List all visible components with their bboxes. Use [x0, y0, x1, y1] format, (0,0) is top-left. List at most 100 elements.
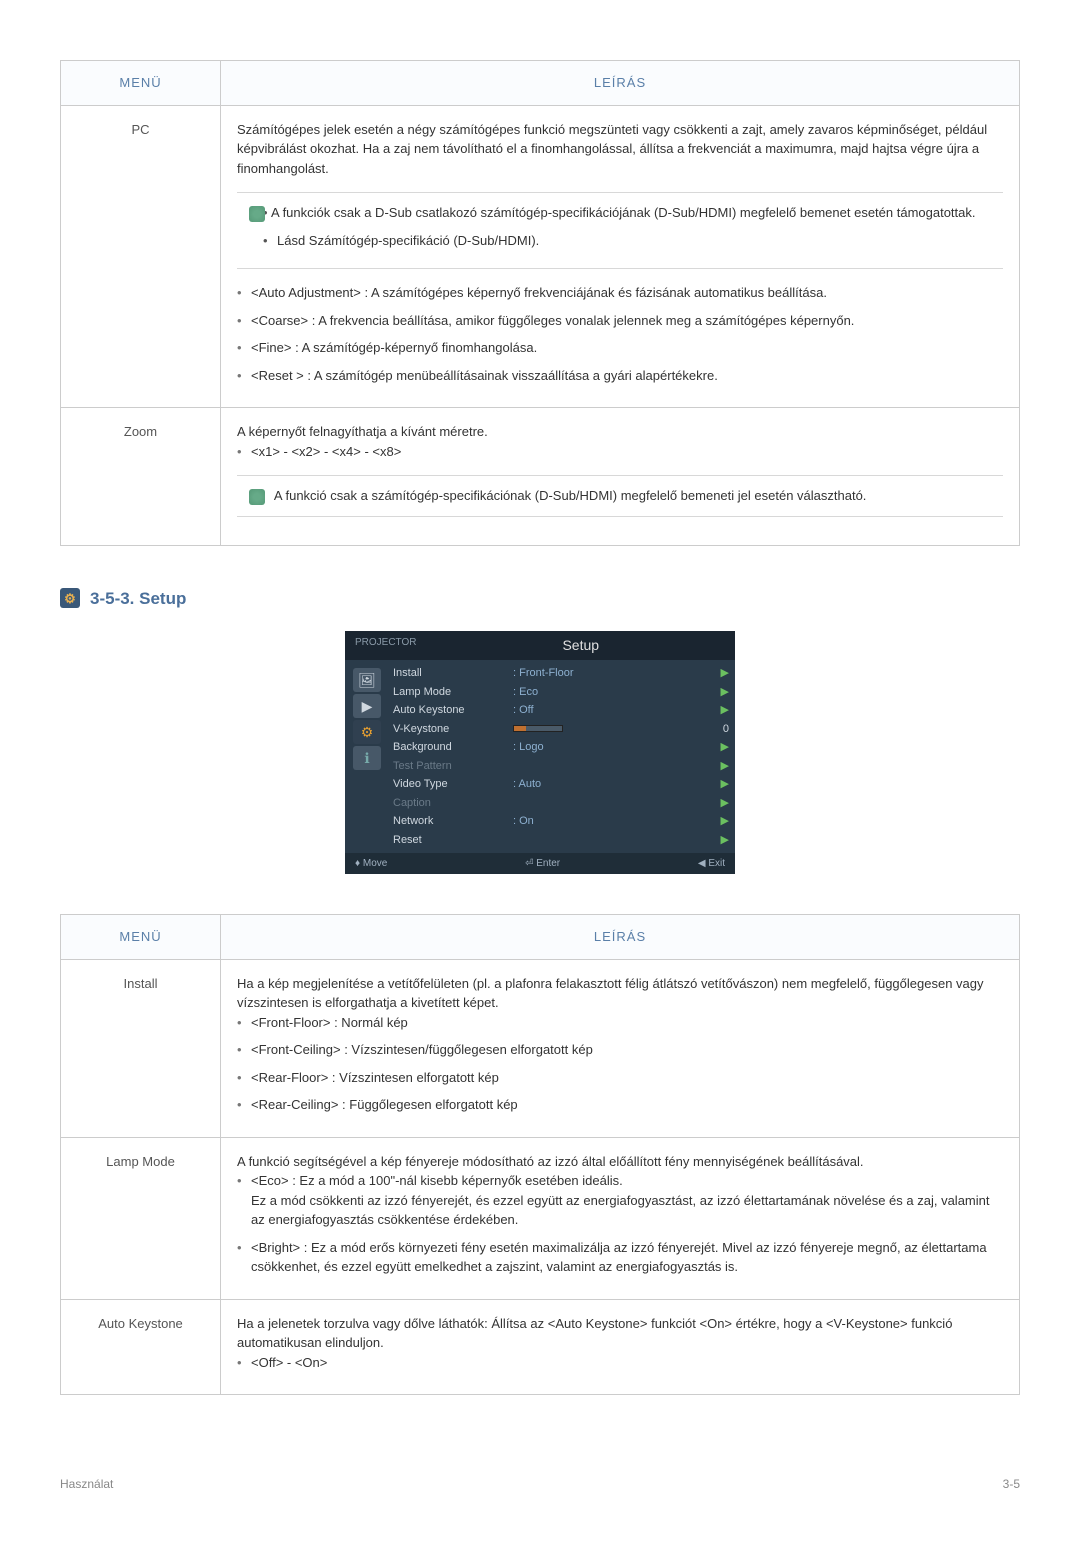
menu-col-arrows: ▶ ▶ ▶ 0 ▶ ▶ ▶ ▶ ▶ ▶ — [711, 664, 729, 849]
note-box: A funkció csak a számítógép-specifikáció… — [237, 475, 1003, 517]
menu-col-labels: Install Lamp Mode Auto Keystone V-Keysto… — [393, 664, 513, 849]
arrow-icon: ▶ — [711, 664, 729, 683]
slider-icon — [513, 725, 563, 732]
row-label: Auto Keystone — [61, 1299, 221, 1395]
row-desc: Ha a jelenetek torzulva vagy dőlve látha… — [221, 1299, 1020, 1395]
bullet-list: <Off> - <On> — [237, 1353, 1003, 1373]
row-label: Install — [61, 959, 221, 1137]
footer-right: 3-5 — [1003, 1475, 1020, 1493]
ftr-enter: ⏎ Enter — [525, 856, 560, 871]
note-item: Lásd Számítógép-specifikáció (D-Sub/HDMI… — [277, 231, 991, 251]
table-row: MENÜ LEÍRÁS — [61, 915, 1020, 960]
menu-row: Video Type — [393, 775, 513, 794]
list-item: <Rear-Ceiling> : Függőlegesen elforgatot… — [251, 1095, 1003, 1115]
intro-text: Ha a kép megjelenítése a vetítőfelületen… — [237, 974, 1003, 1013]
arrow-icon: ▶ — [711, 701, 729, 720]
row-label: Zoom — [61, 408, 221, 546]
arrow-icon: ▶ — [711, 831, 729, 850]
list-item: <Front-Floor> : Normál kép — [251, 1013, 1003, 1033]
gear-icon: ⚙ — [60, 588, 80, 608]
ftr-move: ♦ Move — [355, 856, 387, 871]
row-label: PC — [61, 105, 221, 408]
menu-row: Network — [393, 812, 513, 831]
row-desc: Ha a kép megjelenítése a vetítőfelületen… — [221, 959, 1020, 1137]
page-footer: Használat 3-5 — [60, 1475, 1020, 1493]
arrow-icon: ▶ — [711, 683, 729, 702]
row-desc: A funkció segítségével a kép fényereje m… — [221, 1137, 1020, 1299]
menu-val: : Logo — [513, 738, 711, 757]
row-desc: Számítógépes jelek esetén a négy számító… — [221, 105, 1020, 408]
bullet-list: <Eco> : Ez a mód a 100"-nál kisebb képer… — [237, 1171, 1003, 1277]
side-icon: ℹ — [353, 746, 381, 770]
menu-row: Lamp Mode — [393, 683, 513, 702]
list-item: <Coarse> : A frekvencia beállítása, amik… — [251, 311, 1003, 331]
table-pc-zoom: MENÜ LEÍRÁS PC Számítógépes jelek esetén… — [60, 60, 1020, 546]
col-desc: LEÍRÁS — [221, 61, 1020, 106]
table-row: PC Számítógépes jelek esetén a négy szám… — [61, 105, 1020, 408]
menu-row: Test Pattern — [393, 757, 513, 776]
arrow-icon: ▶ — [711, 794, 729, 813]
li-text: <Eco> : Ez a mód a 100"-nál kisebb képer… — [251, 1173, 623, 1188]
menu-body: 🖼 ▶ ⚙ ℹ Install Lamp Mode Auto Keystone … — [345, 660, 735, 853]
side-icon: 🖼 — [353, 668, 381, 692]
table-setup: MENÜ LEÍRÁS Install Ha a kép megjeleníté… — [60, 914, 1020, 1395]
col-desc: LEÍRÁS — [221, 915, 1020, 960]
info-icon — [249, 206, 265, 222]
footer-left: Használat — [60, 1475, 113, 1493]
list-item: <Reset > : A számítógép menübeállításain… — [251, 366, 1003, 386]
menu-col-values: : Front-Floor : Eco : Off : Logo : Auto … — [513, 664, 711, 849]
intro-text: A funkció segítségével a kép fényereje m… — [237, 1152, 1003, 1172]
menu-val: : Eco — [513, 683, 711, 702]
bullet-list: <Auto Adjustment> : A számítógépes képer… — [237, 283, 1003, 385]
row-desc: A képernyőt felnagyíthatja a kívánt mére… — [221, 408, 1020, 546]
note-text: A funkció csak a számítógép-specifikáció… — [274, 488, 867, 503]
table-row: MENÜ LEÍRÁS — [61, 61, 1020, 106]
menu-row: Install — [393, 664, 513, 683]
col-menu: MENÜ — [61, 915, 221, 960]
menu-footer: ♦ Move ⏎ Enter ◀ Exit — [345, 853, 735, 874]
intro-text: A képernyőt felnagyíthatja a kívánt mére… — [237, 422, 1003, 442]
menu-val: : Auto — [513, 775, 711, 794]
arrow-icon: ▶ — [711, 757, 729, 776]
table-row: Zoom A képernyőt felnagyíthatja a kívánt… — [61, 408, 1020, 546]
menu-columns: Install Lamp Mode Auto Keystone V-Keysto… — [389, 660, 735, 853]
section-title-text: 3-5-3. Setup — [90, 586, 186, 612]
note-text: A funkciók csak a D-Sub csatlakozó számí… — [271, 205, 976, 220]
li-text: Ez a mód csökkenti az izzó fényerejét, é… — [251, 1193, 990, 1228]
list-item: <Eco> : Ez a mód a 100"-nál kisebb képer… — [251, 1171, 1003, 1230]
setup-menu-screenshot: PROJECTOR Setup 🖼 ▶ ⚙ ℹ Install Lamp Mod… — [345, 631, 735, 874]
row-label: Lamp Mode — [61, 1137, 221, 1299]
menu-val — [513, 831, 711, 850]
menu-val: : On — [513, 812, 711, 831]
menu-val — [513, 720, 711, 739]
menu-header: PROJECTOR Setup — [345, 631, 735, 660]
list-item: <Rear-Floor> : Vízszintesen elforgatott … — [251, 1068, 1003, 1088]
menu-tab: PROJECTOR — [345, 631, 427, 660]
ftr-exit: ◀ Exit — [698, 856, 725, 871]
arrow-icon: ▶ — [711, 775, 729, 794]
arrow-icon: 0 — [711, 720, 729, 739]
intro-text: Számítógépes jelek esetén a négy számító… — [237, 120, 1003, 179]
note-box: A funkciók csak a D-Sub csatlakozó számí… — [237, 192, 1003, 269]
bullet-list: <x1> - <x2> - <x4> - <x8> — [237, 442, 1003, 462]
table-row: Auto Keystone Ha a jelenetek torzulva va… — [61, 1299, 1020, 1395]
menu-val: : Front-Floor — [513, 664, 711, 683]
menu-val — [513, 757, 711, 776]
menu-val — [513, 794, 711, 813]
col-menu: MENÜ — [61, 61, 221, 106]
list-item: <x1> - <x2> - <x4> - <x8> — [251, 442, 1003, 462]
menu-row: Auto Keystone — [393, 701, 513, 720]
intro-text: Ha a jelenetek torzulva vagy dőlve látha… — [237, 1314, 1003, 1353]
list-item: <Auto Adjustment> : A számítógépes képer… — [251, 283, 1003, 303]
menu-row: Reset — [393, 831, 513, 850]
list-item: <Bright> : Ez a mód erős környezeti fény… — [251, 1238, 1003, 1277]
side-icon: ▶ — [353, 694, 381, 718]
menu-title: Setup — [427, 631, 736, 660]
side-icon: ⚙ — [353, 720, 381, 744]
menu-row: Background — [393, 738, 513, 757]
arrow-icon: ▶ — [711, 738, 729, 757]
table-row: Install Ha a kép megjelenítése a vetítőf… — [61, 959, 1020, 1137]
table-row: Lamp Mode A funkció segítségével a kép f… — [61, 1137, 1020, 1299]
menu-row: V-Keystone — [393, 720, 513, 739]
list-item: <Front-Ceiling> : Vízszintesen/függőlege… — [251, 1040, 1003, 1060]
